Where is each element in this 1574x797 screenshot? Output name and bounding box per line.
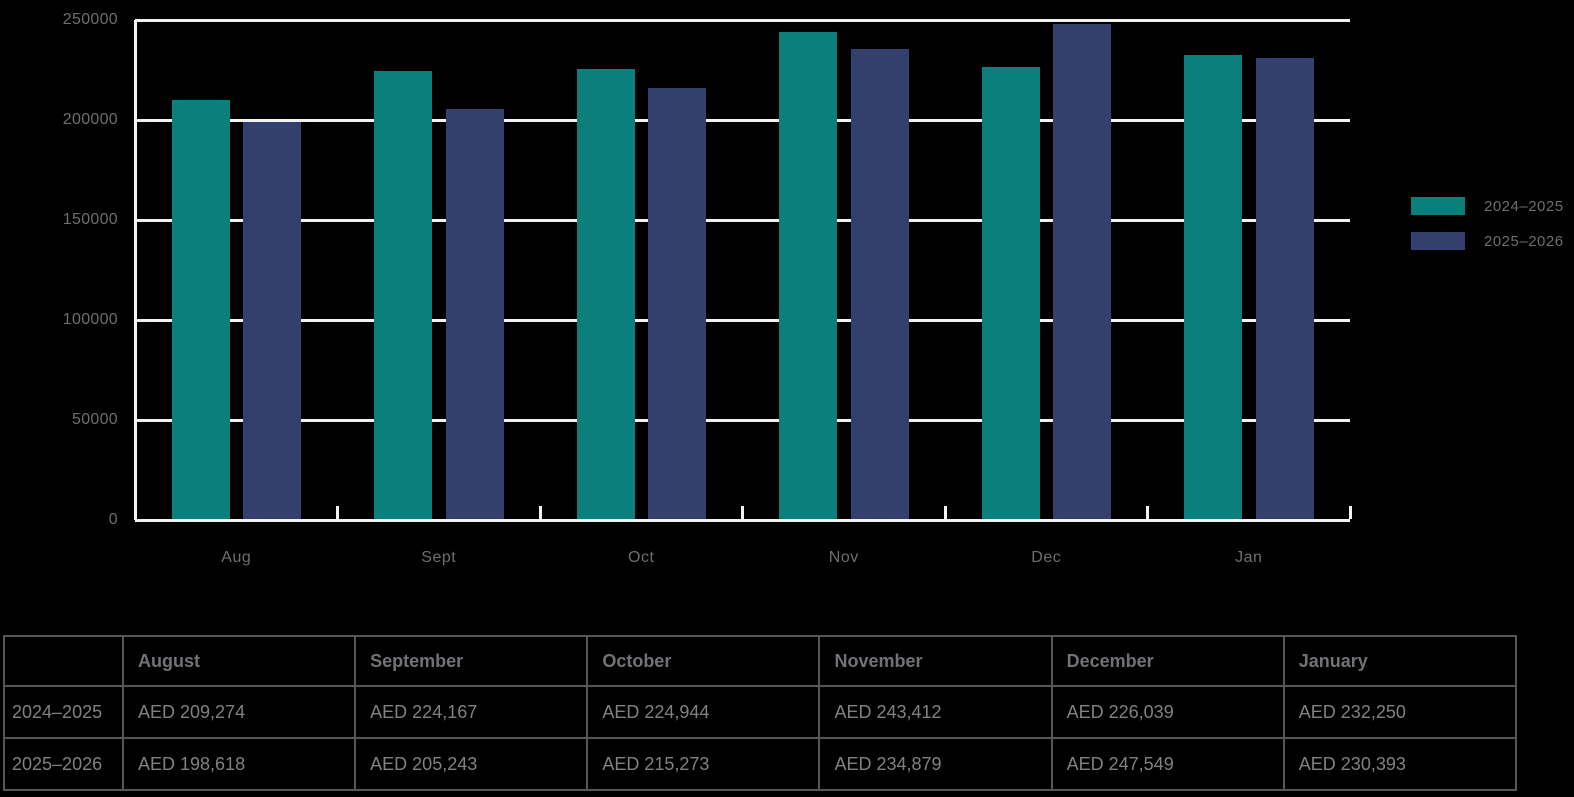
legend-label: 2025–2026 — [1484, 232, 1564, 250]
column-header-january: January — [1282, 635, 1518, 687]
x-axis-tick-label: Nov — [828, 549, 859, 566]
table-cell: AED 224,167 — [354, 685, 589, 739]
table-corner-cell — [3, 635, 124, 687]
table-cell: AED 247,549 — [1050, 737, 1285, 791]
legend-swatch-2024-2025 — [1411, 197, 1465, 215]
plot-area — [134, 18, 1352, 522]
table-row-2025-2026: 2025–2026 AED 198,618 AED 205,243 AED 215,2… — [3, 737, 1518, 791]
column-header-october: October — [586, 635, 821, 687]
y-axis-tick-label: 100000 — [62, 311, 118, 328]
y-axis-tick-label: 200000 — [62, 111, 118, 128]
table-row-2024-2025: 2024–2025 AED 209,274 AED 224,167 AED 224,9… — [3, 685, 1518, 739]
x-axis-tick — [943, 506, 947, 519]
bar-chart: 0 50000 100000 150000 200000 250000 Aug Sept Oc… — [62, 11, 1352, 566]
table-header: August September October November December Ja… — [3, 635, 1518, 687]
bar-2025-2026-dec — [1053, 23, 1112, 519]
bar-2025-2026-aug — [243, 121, 302, 519]
column-header-november: November — [818, 635, 1053, 687]
gridline — [135, 218, 1350, 222]
bar-2024-2025-jan — [1184, 54, 1243, 519]
y-axis-tick-label: 150000 — [62, 211, 118, 228]
column-header-december: December — [1050, 635, 1285, 687]
bar-2025-2026-oct — [648, 88, 707, 519]
data-table: August September October November December Ja… — [3, 635, 1518, 791]
table-cell: AED 224,944 — [586, 685, 821, 739]
bar-2024-2025-nov — [779, 32, 838, 519]
bar-2025-2026-nov — [850, 49, 909, 519]
bar-2024-2025-dec — [981, 66, 1040, 519]
x-axis-tick — [1146, 506, 1149, 519]
row-label: 2024–2025 — [3, 685, 124, 739]
bar-2025-2026-sept — [445, 108, 504, 519]
gridline — [135, 418, 1350, 422]
bar-2025-2026-jan — [1255, 58, 1314, 519]
y-axis-tick-label: 0 — [108, 511, 118, 528]
table-header-row: August September October November December Ja… — [3, 635, 1518, 687]
row-label: 2025–2026 — [3, 737, 124, 791]
y-axis-tick-label: 250000 — [62, 11, 118, 28]
x-axis-tick-label: Sept — [421, 549, 457, 566]
y-axis-tick-label: 50000 — [72, 411, 118, 428]
table-cell: AED 209,274 — [121, 685, 357, 739]
table-cell: AED 226,039 — [1050, 685, 1285, 739]
table-cell: AED 232,250 — [1282, 685, 1518, 739]
table-cell: AED 215,273 — [586, 737, 821, 791]
x-axis-baseline — [135, 518, 1350, 522]
data-table-container: August September October November December Ja… — [3, 635, 1518, 791]
table-cell: AED 205,243 — [354, 737, 589, 791]
x-axis-tick — [538, 506, 542, 519]
table-cell: AED 234,879 — [818, 737, 1053, 791]
bar-2024-2025-oct — [576, 69, 635, 519]
x-axis-tick — [336, 506, 339, 519]
table-cell: AED 230,393 — [1282, 737, 1518, 791]
legend-label: 2024–2025 — [1484, 197, 1564, 215]
x-axis-tick-label: Oct — [628, 549, 655, 566]
legend-item-2024-2025: 2024–2025 — [1411, 197, 1564, 215]
bar-2024-2025-sept — [374, 70, 433, 519]
bar-2024-2025-aug — [171, 100, 230, 519]
column-header-august: August — [121, 635, 357, 687]
table-body: 2024–2025 AED 209,274 AED 224,167 AED 224,9… — [3, 685, 1518, 791]
x-axis-tick-label: Aug — [221, 549, 252, 566]
gridline — [135, 18, 1350, 22]
gridline — [135, 118, 1350, 122]
y-axis-line — [134, 20, 137, 520]
column-header-september: September — [354, 635, 589, 687]
table-cell: AED 243,412 — [818, 685, 1053, 739]
table-cell: AED 198,618 — [121, 737, 357, 791]
x-axis-tick — [1348, 506, 1352, 519]
legend-swatch-2025-2026 — [1411, 232, 1465, 250]
x-axis-tick-label: Dec — [1031, 549, 1062, 566]
legend-item-2025-2026: 2025–2026 — [1411, 232, 1564, 250]
chart-legend: 2024–2025 2025–2026 — [1411, 197, 1564, 267]
x-axis-tick — [741, 506, 744, 519]
gridline — [135, 318, 1350, 322]
x-axis-tick-label: Jan — [1235, 549, 1263, 566]
